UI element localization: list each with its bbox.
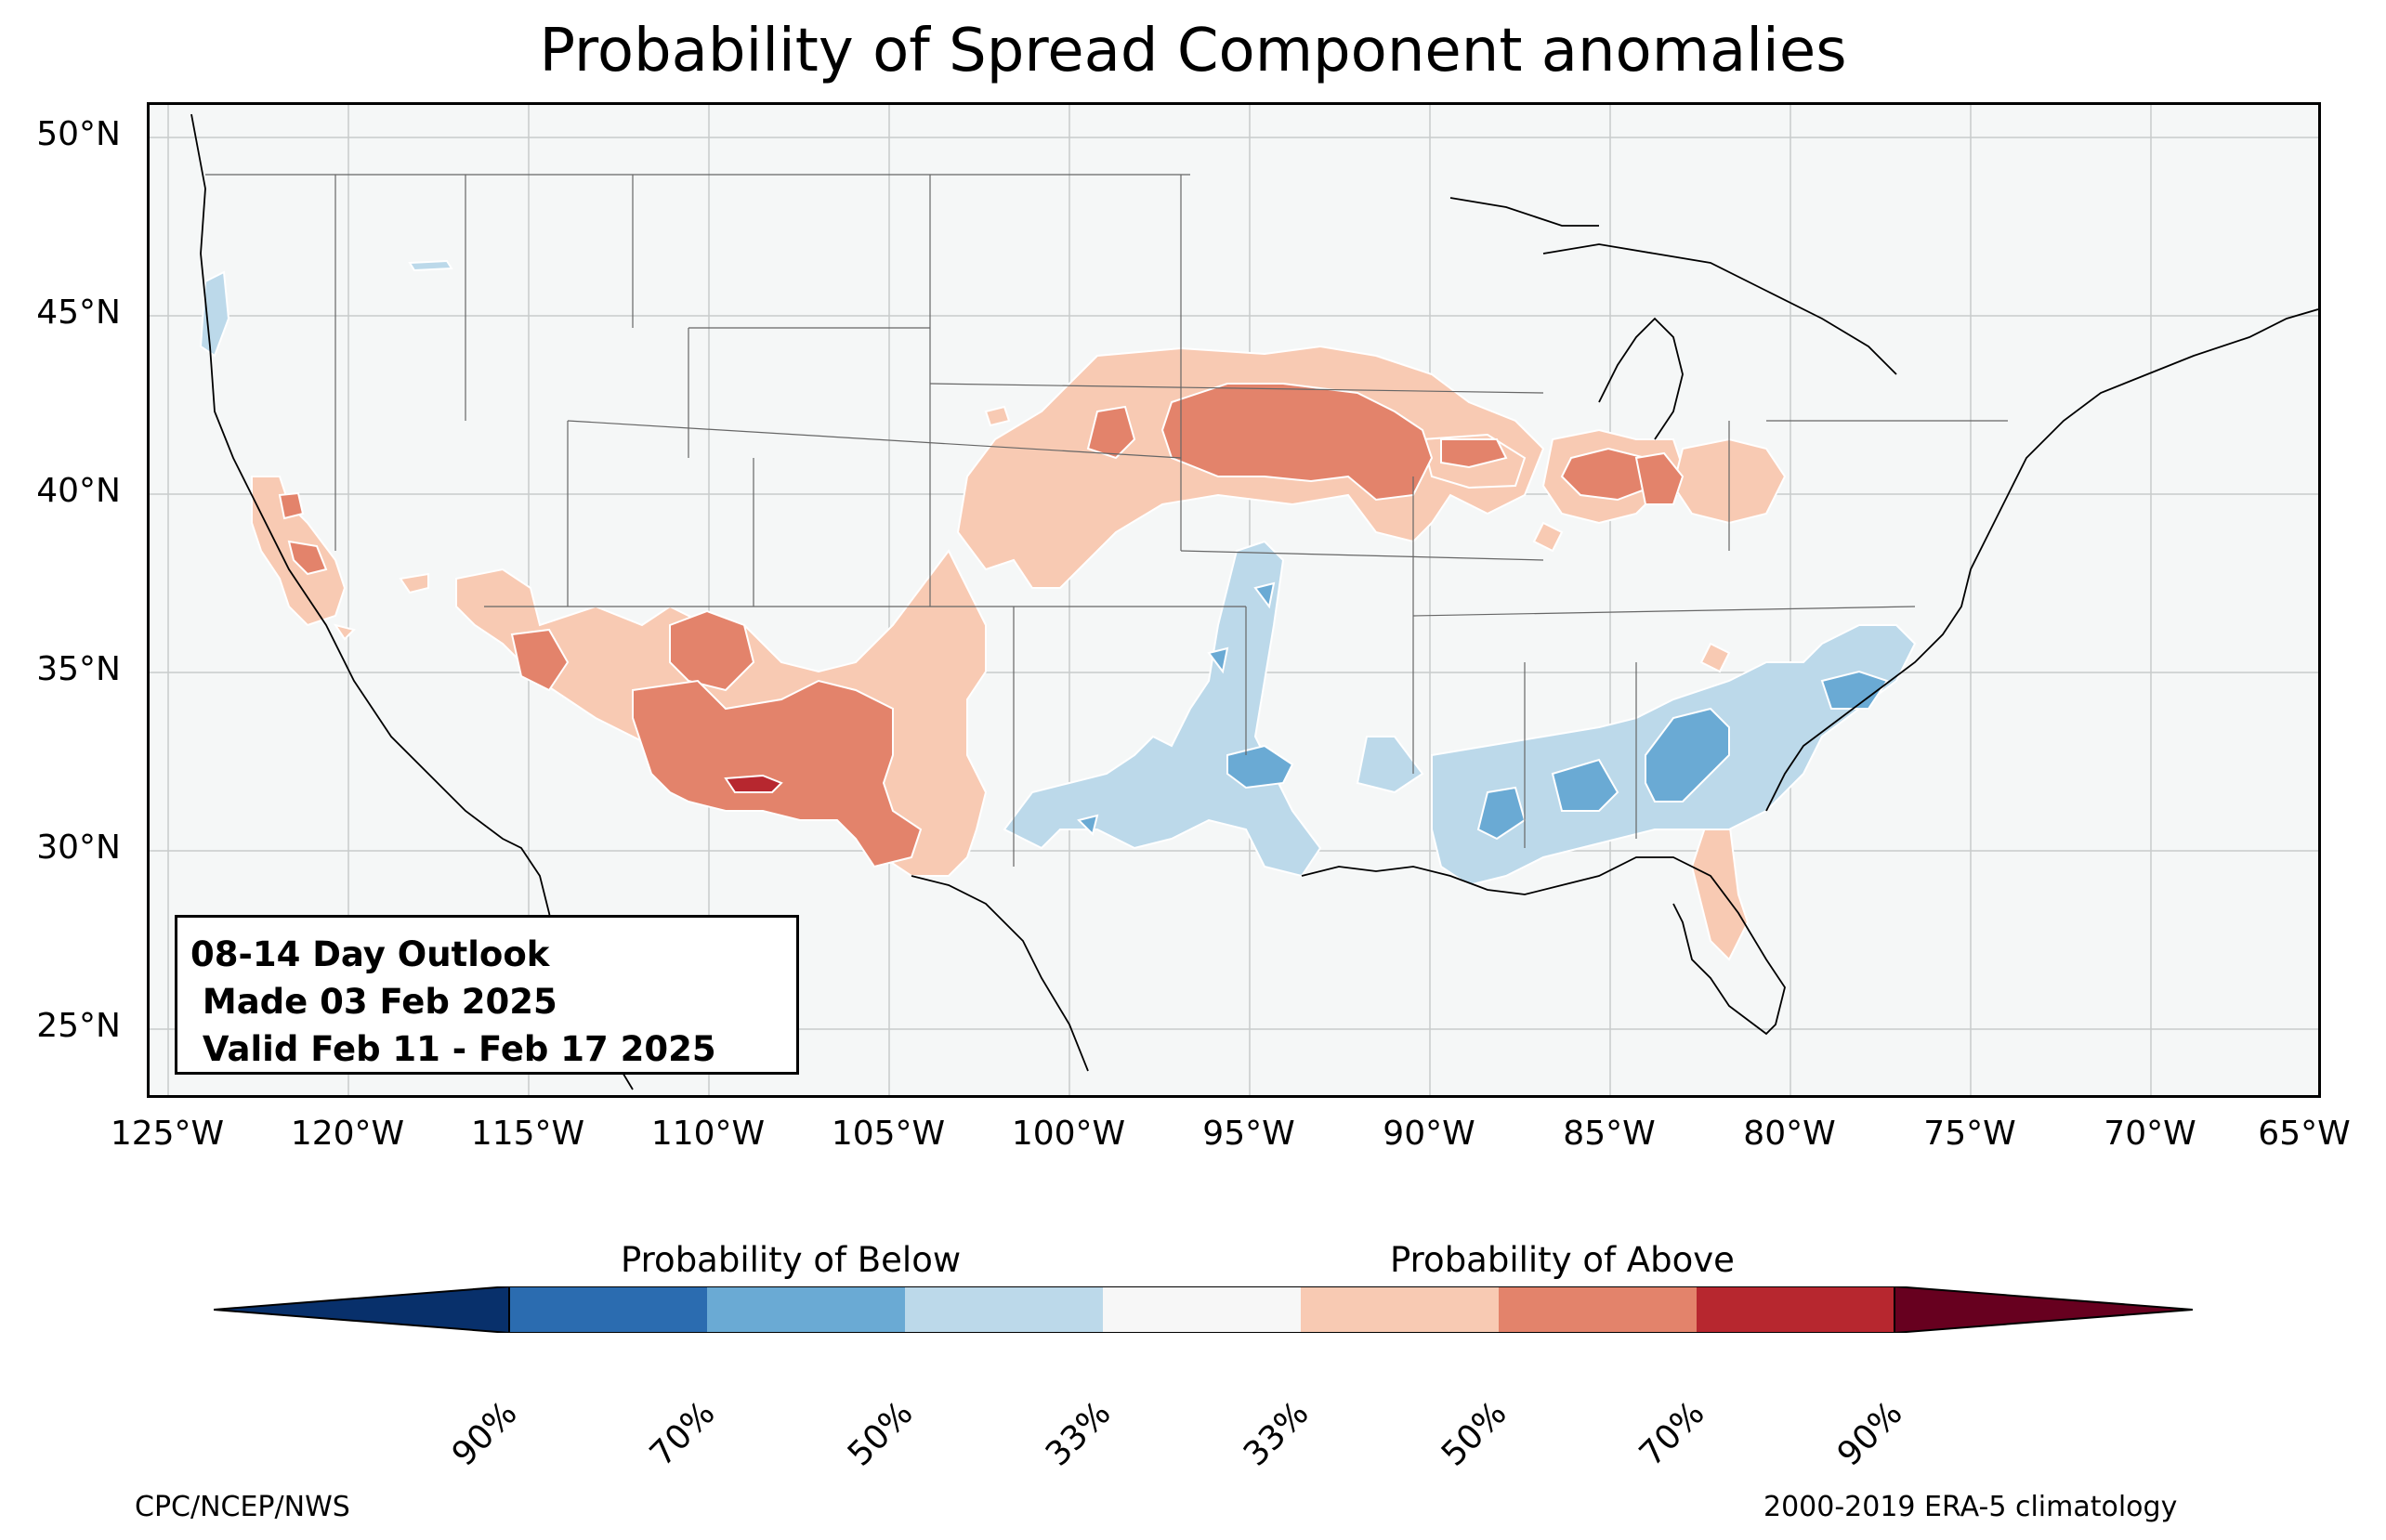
colorbar-below-label: Probability of Below	[621, 1240, 962, 1280]
lon-label-75w: 75°W	[1923, 1115, 2016, 1153]
map-title: Probability of Spread Component anomalie…	[539, 17, 1847, 85]
colorbar-tick-above-33: 33%	[1236, 1394, 1317, 1474]
colorbar-tick-below-33: 33%	[1038, 1394, 1119, 1474]
colorbar-segment-above-50	[1499, 1286, 1697, 1333]
map-svg	[150, 105, 2318, 1095]
lat-label-25: 25°N	[36, 1007, 121, 1045]
lon-label-100w: 100°W	[1011, 1115, 1126, 1153]
gridlines	[150, 105, 2318, 1095]
colorbar-segment-above-33	[1301, 1286, 1499, 1333]
lon-label-125w: 125°W	[110, 1115, 225, 1153]
colorbar-segment-below-90-extend	[214, 1286, 510, 1333]
footer-source: CPC/NCEP/NWS	[135, 1491, 350, 1523]
lon-label-65w: 65°W	[2258, 1115, 2351, 1153]
colorbar-segment-below-33	[905, 1286, 1103, 1333]
colorbar-segment-above-70	[1697, 1286, 1894, 1333]
colorbar-tick-below-70: 70%	[642, 1394, 723, 1474]
lat-label-30: 30°N	[36, 829, 121, 867]
below-50-regions	[1077, 581, 1889, 841]
lon-label-115w: 115°W	[470, 1115, 585, 1153]
lon-label-90w: 90°W	[1383, 1115, 1475, 1153]
colorbar-above-label: Probability of Above	[1390, 1240, 1735, 1280]
lat-label-50: 50°N	[36, 115, 121, 153]
outlook-period: 08-14 Day Outlook	[190, 934, 550, 974]
above-70-regions	[724, 774, 783, 793]
lon-label-80w: 80°W	[1743, 1115, 1836, 1153]
lon-label-120w: 120°W	[290, 1115, 405, 1153]
colorbar-segment-below-50	[707, 1286, 905, 1333]
colorbar-tick-above-70: 70%	[1632, 1394, 1712, 1474]
lat-label-35: 35°N	[36, 650, 121, 688]
lon-label-95w: 95°W	[1202, 1115, 1295, 1153]
colorbar-segment-neutral	[1103, 1286, 1301, 1333]
colorbar-tick-above-50: 50%	[1434, 1394, 1514, 1474]
lat-label-40: 40°N	[36, 472, 121, 510]
lon-label-85w: 85°W	[1563, 1115, 1656, 1153]
state-borders	[205, 174, 2008, 867]
lon-label-110w: 110°W	[650, 1115, 766, 1153]
lon-label-70w: 70°W	[2104, 1115, 2196, 1153]
footer-climatology: 2000-2019 ERA-5 climatology	[1763, 1491, 2178, 1523]
colorbar	[214, 1286, 2193, 1333]
lat-label-45: 45°N	[36, 294, 121, 332]
colorbar-tick-below-50: 50%	[840, 1394, 921, 1474]
colorbar-tick-above-90: 90%	[1829, 1394, 1910, 1474]
colorbar-segment-below-70	[509, 1286, 707, 1333]
lon-label-105w: 105°W	[831, 1115, 946, 1153]
above-33-regions	[251, 345, 1787, 961]
colorbar-segment-above-90-extend	[1894, 1286, 2193, 1333]
colorbar-tick-below-90: 90%	[444, 1394, 525, 1474]
valid-dates: Valid Feb 11 - Feb 17 2025	[190, 1029, 716, 1069]
made-date: Made 03 Feb 2025	[190, 982, 557, 1022]
above-50-regions	[278, 383, 1685, 868]
outlook-info-box: 08-14 Day Outlook Made 03 Feb 2025 Valid…	[175, 915, 799, 1075]
